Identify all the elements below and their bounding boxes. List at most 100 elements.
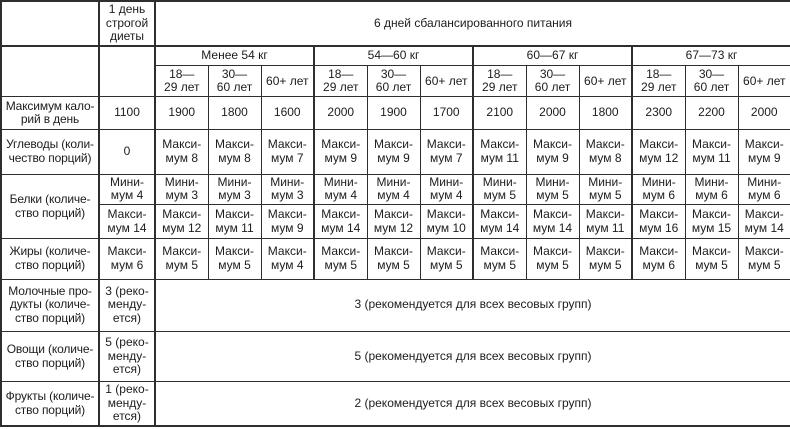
strict-value-cell: Макси- мум 14: [98, 204, 156, 240]
value-cell: Макси- мум 8: [207, 128, 262, 175]
value-cell: 1700: [419, 96, 474, 130]
header-row-ages: 18— 29 лет 30— 60 лет 60+ лет 18— 29 лет…: [1, 65, 790, 98]
value-cell: Мини- мум 3: [260, 173, 315, 206]
value-cell: Мини- мум 5: [578, 173, 633, 206]
weight-group-header: Менее 54 кг: [154, 45, 315, 67]
value-cell: Макси- мум 10: [419, 204, 474, 240]
header-row-weights: Менее 54 кг 54—60 кг 60—67 кг 67—73 кг: [0, 45, 790, 98]
value-cell: Мини- мум 5: [525, 173, 580, 206]
age-range-header: 60+ лет: [260, 65, 315, 98]
value-cell: 1600: [260, 96, 315, 130]
span-value-cell: 3 (рекомендуется для всех весовых групп): [154, 278, 790, 332]
value-cell: Мини- мум 4: [419, 173, 474, 206]
row-label: Углеводы (коли- чество порций): [0, 128, 100, 175]
balanced-diet-header: 6 дней сбалансированного питания: [154, 0, 790, 47]
age-range-header: 18— 29 лет: [472, 65, 527, 98]
strict-value-cell: 3 (реко- менду- ется): [98, 278, 156, 332]
value-cell: 2000: [525, 96, 580, 130]
span-value-cell: 5 (рекомендуется для всех весовых групп): [154, 330, 790, 383]
value-cell: Макси- мум 5: [472, 238, 527, 280]
value-cell: Макси- мум 11: [684, 128, 739, 175]
weight-group-header: 54—60 кг: [313, 45, 474, 67]
value-cell: Макси- мум 9: [366, 128, 421, 175]
age-range-header: 18— 29 лет: [631, 65, 686, 98]
span-value-cell: 2 (рекомендуется для всех весовых групп): [154, 381, 790, 427]
value-cell: Макси- мум 5: [578, 238, 633, 280]
table-row-fats: Жиры (количе- ство порций) Макси- мум 6 …: [0, 238, 790, 280]
value-cell: Макси- мум 12: [631, 128, 686, 175]
table-row-dairy: Молочные про- дукты (количе- ство порций…: [0, 278, 790, 332]
value-cell: 2100: [472, 96, 527, 130]
value-cell: Макси- мум 8: [578, 128, 633, 175]
value-cell: Макси- мум 12: [366, 204, 421, 240]
value-cell: Макси- мум 9: [525, 128, 580, 175]
age-range-header: 30— 60 лет: [525, 65, 580, 98]
table-row-carbs: Углеводы (коли- чество порций) 0 Макси- …: [0, 128, 790, 175]
value-cell: Макси- мум 5: [154, 238, 209, 280]
row-label: Овощи (количе- ство порций): [0, 330, 100, 383]
strict-value-cell: 5 (реко- менду- ется): [98, 330, 156, 383]
table-row-calories: Максимум кало- рий в день 1100 1900 1800…: [0, 96, 790, 130]
corner-cell-lower: [0, 45, 100, 98]
strict-value-cell: 1 (реко- менду- ется): [98, 381, 156, 427]
value-cell: Макси- мум 14: [525, 204, 580, 240]
value-cell: Макси- мум 5: [207, 238, 262, 280]
value-cell: 2200: [684, 96, 739, 130]
value-cell: Макси- мум 4: [260, 238, 315, 280]
strict-value-cell: Мини- мум 4: [98, 173, 156, 206]
value-cell: Макси- мум 5: [366, 238, 421, 280]
weight-group-header: 60—67 кг: [472, 45, 633, 67]
value-cell: Макси- мум 11: [207, 204, 262, 240]
value-cell: Макси- мум 12: [154, 204, 209, 240]
table-row-fruits: Фрукты (количе- ство порций) 1 (реко- ме…: [0, 381, 790, 427]
value-cell: Макси- мум 14: [737, 204, 790, 240]
age-range-header: 30— 60 лет: [366, 65, 421, 98]
value-cell: 2300: [631, 96, 686, 130]
value-cell: Макси- мум 14: [313, 204, 368, 240]
value-cell: Макси- мум 9: [260, 204, 315, 240]
value-cell: Мини- мум 6: [737, 173, 790, 206]
header-row-top: 1 день строгой диеты 6 дней сбалансирова…: [0, 0, 790, 47]
value-cell: Мини- мум 4: [313, 173, 368, 206]
row-label: Молочные про- дукты (количе- ство порций…: [0, 278, 100, 332]
value-cell: Макси- мум 5: [737, 238, 790, 280]
row-label: Жиры (количе- ство порций): [0, 238, 100, 280]
age-range-header: 30— 60 лет: [684, 65, 739, 98]
value-cell: Мини- мум 6: [631, 173, 686, 206]
value-cell: Мини- мум 3: [207, 173, 262, 206]
weight-group-header: 67—73 кг: [631, 45, 790, 67]
row-label: Максимум кало- рий в день: [0, 96, 100, 130]
value-cell: Мини- мум 3: [154, 173, 209, 206]
strict-value-cell: 0: [98, 128, 156, 175]
value-cell: 1900: [154, 96, 209, 130]
strict-diet-empty-cell: [98, 45, 156, 98]
value-cell: 2000: [737, 96, 790, 130]
strict-diet-header: 1 день строгой диеты: [98, 0, 156, 47]
value-cell: Макси- мум 5: [313, 238, 368, 280]
value-cell: Макси- мум 5: [419, 238, 474, 280]
value-cell: Макси- мум 7: [260, 128, 315, 175]
row-label: Фрукты (количе- ство порций): [0, 381, 100, 427]
value-cell: 1800: [207, 96, 262, 130]
value-cell: 2000: [313, 96, 368, 130]
value-cell: Макси- мум 6: [631, 238, 686, 280]
table-row-proteins-min: Белки (количе- ство порций) Мини- мум 4 …: [0, 173, 790, 240]
value-cell: Мини- мум 6: [684, 173, 739, 206]
value-cell: Макси- мум 11: [578, 204, 633, 240]
value-cell: Макси- мум 5: [684, 238, 739, 280]
value-cell: Мини- мум 5: [472, 173, 527, 206]
age-range-header: 60+ лет: [578, 65, 633, 98]
strict-value-cell: Макси- мум 6: [98, 238, 156, 280]
value-cell: Макси- мум 14: [472, 204, 527, 240]
value-cell: 1900: [366, 96, 421, 130]
value-cell: Макси- мум 5: [525, 238, 580, 280]
strict-value-cell: 1100: [98, 96, 156, 130]
table-row-vegetables: Овощи (количе- ство порций) 5 (реко- мен…: [0, 330, 790, 383]
value-cell: Макси- мум 8: [154, 128, 209, 175]
value-cell: Макси- мум 15: [684, 204, 739, 240]
age-range-header: 30— 60 лет: [207, 65, 262, 98]
age-range-header: 18— 29 лет: [154, 65, 209, 98]
value-cell: Макси- мум 9: [737, 128, 790, 175]
